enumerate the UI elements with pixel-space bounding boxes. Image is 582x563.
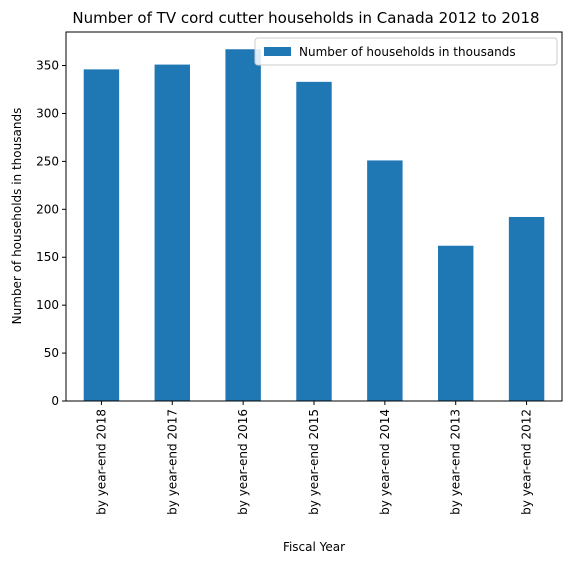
x-tick-label: by year-end 2016: [236, 409, 250, 515]
x-tick-label: by year-end 2015: [307, 409, 321, 515]
x-tick-label: by year-end 2013: [449, 409, 463, 515]
bar-by-year-end-2017: [154, 64, 190, 402]
y-tick-label: 300: [36, 106, 59, 120]
legend-box: [254, 37, 558, 66]
x-tick-label: by year-end 2014: [378, 409, 392, 515]
chart-title: Number of TV cord cutter households in C…: [72, 9, 539, 27]
y-tick-label: 200: [36, 202, 59, 216]
x-axis-label: Fiscal Year: [283, 540, 345, 554]
legend-label: Number of households in thousands: [299, 45, 516, 59]
bar-by-year-end-2016: [225, 49, 261, 401]
bar-by-year-end-2014: [367, 160, 403, 401]
y-tick-label: 0: [51, 394, 59, 408]
bar-by-year-end-2012: [508, 216, 545, 401]
legend: Number of households in thousands: [254, 37, 558, 66]
legend-swatch: [264, 47, 291, 56]
y-tick-label: 250: [36, 154, 59, 168]
y-tick-label: 150: [36, 250, 59, 264]
y-axis-label: Number of households in thousands: [10, 108, 24, 325]
bar-by-year-end-2013: [438, 245, 474, 401]
x-tick-label: by year-end 2012: [520, 409, 534, 515]
plot-frame: [65, 31, 563, 402]
bar-by-year-end-2018: [83, 69, 120, 402]
x-tick-label: by year-end 2017: [165, 409, 179, 515]
bar-by-year-end-2015: [296, 81, 332, 401]
y-tick-label: 100: [36, 298, 59, 312]
y-tick-label: 50: [44, 346, 59, 360]
x-tick-label: by year-end 2018: [94, 409, 108, 515]
y-tick-label: 350: [36, 59, 59, 73]
plot-area: by year-end 2018 by year-end 2017 by year-…: [36, 31, 563, 515]
